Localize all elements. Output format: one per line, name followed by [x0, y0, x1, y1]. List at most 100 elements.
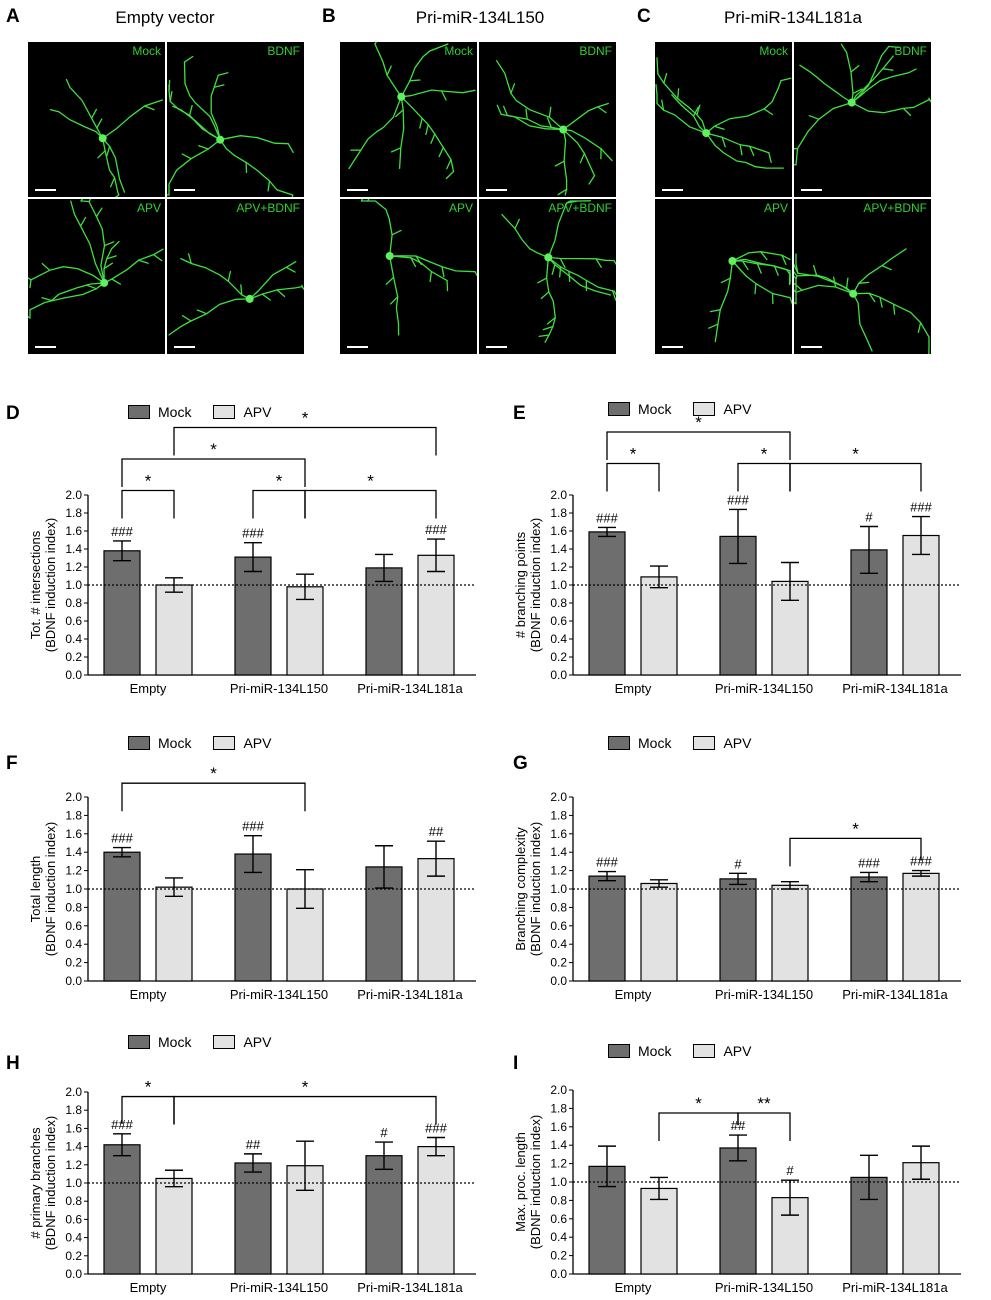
significance-bracket [121, 458, 306, 487]
legend-label-mock: Mock [158, 404, 192, 420]
legend-label-apv: APV [243, 735, 272, 751]
y-tick-label: 0.2 [550, 1249, 567, 1263]
y-tick-label: 1.6 [65, 1121, 82, 1135]
y-tick-label: 0.6 [65, 1212, 82, 1226]
scale-bar [662, 346, 683, 348]
y-tick-label: 0.0 [550, 1267, 567, 1281]
bar-mock [103, 1144, 141, 1275]
significance-bracket [789, 837, 922, 867]
significance-star: * [695, 413, 702, 432]
significance-mark: ### [910, 854, 932, 869]
bar-apv [640, 576, 678, 676]
tile-label: Mock [444, 44, 473, 58]
y-axis-label: (BDNF induction index) [528, 1115, 543, 1249]
y-tick-label: 0.0 [550, 974, 567, 988]
tile-label: Mock [132, 44, 161, 58]
y-tick-label: 0.2 [65, 1249, 82, 1263]
y-tick-label: 1.8 [65, 808, 82, 822]
y-tick-label: 1.4 [65, 1140, 82, 1154]
bar-apv [155, 584, 193, 676]
scale-bar [347, 189, 368, 191]
y-tick-label: 1.2 [65, 1158, 82, 1172]
y-tick-label: 2.0 [65, 790, 82, 804]
significance-mark: ### [242, 819, 264, 834]
y-tick-label: 1.8 [550, 506, 567, 520]
tile-label: APV+BDNF [548, 201, 612, 215]
significance-mark: ### [111, 831, 133, 846]
significance-star: ** [757, 1094, 771, 1113]
significance-mark: ### [596, 855, 618, 870]
significance-star: * [276, 472, 283, 491]
legend-label-apv: APV [243, 404, 272, 420]
y-tick-label: 1.2 [550, 864, 567, 878]
legend-swatch-mock [128, 1035, 150, 1049]
bar-apv [155, 886, 193, 982]
legend-label-apv: APV [723, 401, 752, 417]
y-tick-label: 2.0 [550, 488, 567, 502]
significance-star: * [630, 445, 637, 464]
y-tick-label: 0.8 [65, 900, 82, 914]
significance-star: * [302, 409, 309, 428]
significance-star: * [695, 1094, 702, 1113]
y-tick-label: 2.0 [65, 488, 82, 502]
y-axis-label: (BDNF induction index) [43, 518, 58, 652]
x-category-label: Empty [615, 987, 652, 1002]
x-category-label: Empty [615, 1280, 652, 1295]
scale-bar [347, 346, 368, 348]
y-tick-label: 0.8 [65, 1194, 82, 1208]
tile-label: APV+BDNF [863, 201, 927, 215]
significance-mark: ### [596, 510, 618, 525]
significance-bracket [789, 462, 922, 492]
bar-mock [719, 1147, 757, 1275]
y-tick-label: 1.8 [550, 808, 567, 822]
significance-star: * [761, 445, 768, 464]
scale-bar [801, 189, 822, 191]
x-category-label: Pri-miR-134L150 [230, 1280, 328, 1295]
y-axis-label: Total length [28, 856, 43, 923]
scale-bar [486, 346, 507, 348]
y-axis-label: (BDNF induction index) [43, 1116, 58, 1250]
micrograph-tile: APV [28, 199, 165, 354]
bar-mock [588, 875, 626, 982]
y-tick-label: 0.6 [550, 1212, 567, 1226]
tile-label: APV [448, 201, 473, 215]
significance-star: * [145, 472, 152, 491]
legend-swatch-mock [608, 402, 630, 416]
y-tick-label: 0.8 [550, 1193, 567, 1207]
bar-apv [902, 872, 940, 982]
y-tick-label: 2.0 [550, 1083, 567, 1097]
panel-label-F: F [6, 753, 18, 774]
significance-mark: ## [246, 1137, 261, 1152]
micrograph-tile: Mock [340, 42, 477, 197]
y-tick-label: 0.4 [65, 632, 82, 646]
y-tick-label: 0.4 [550, 937, 567, 951]
y-tick-label: 1.8 [65, 1103, 82, 1117]
y-tick-label: 0.4 [550, 632, 567, 646]
y-tick-label: 1.0 [550, 1175, 567, 1189]
significance-mark: # [786, 1163, 794, 1178]
legend-label-mock: Mock [158, 1034, 192, 1050]
significance-star: * [367, 472, 374, 491]
bar-apv [902, 1162, 940, 1275]
bar-apv [417, 554, 455, 676]
y-tick-label: 1.6 [550, 524, 567, 538]
y-tick-label: 0.0 [65, 1267, 82, 1281]
tile-label: APV+BDNF [236, 201, 300, 215]
legend: Mock APV [608, 735, 773, 751]
micrograph-tile: BDNF [479, 42, 616, 197]
significance-mark: ### [111, 524, 133, 539]
micrograph-tile: APV+BDNF [794, 199, 931, 354]
y-tick-label: 0.0 [65, 668, 82, 682]
micrograph-tile: APV [340, 199, 477, 354]
legend-swatch-apv [213, 736, 236, 750]
scale-bar [35, 346, 56, 348]
micrograph-tile: Mock [28, 42, 165, 197]
legend-label-mock: Mock [638, 735, 672, 751]
x-category-label: Pri-miR-134L181a [357, 987, 463, 1002]
bar-mock [588, 531, 626, 676]
significance-bracket [658, 1112, 739, 1141]
bar-apv [417, 858, 455, 982]
tile-label: BDNF [579, 44, 612, 58]
tile-label: BDNF [894, 44, 927, 58]
significance-mark: ## [731, 1118, 746, 1133]
